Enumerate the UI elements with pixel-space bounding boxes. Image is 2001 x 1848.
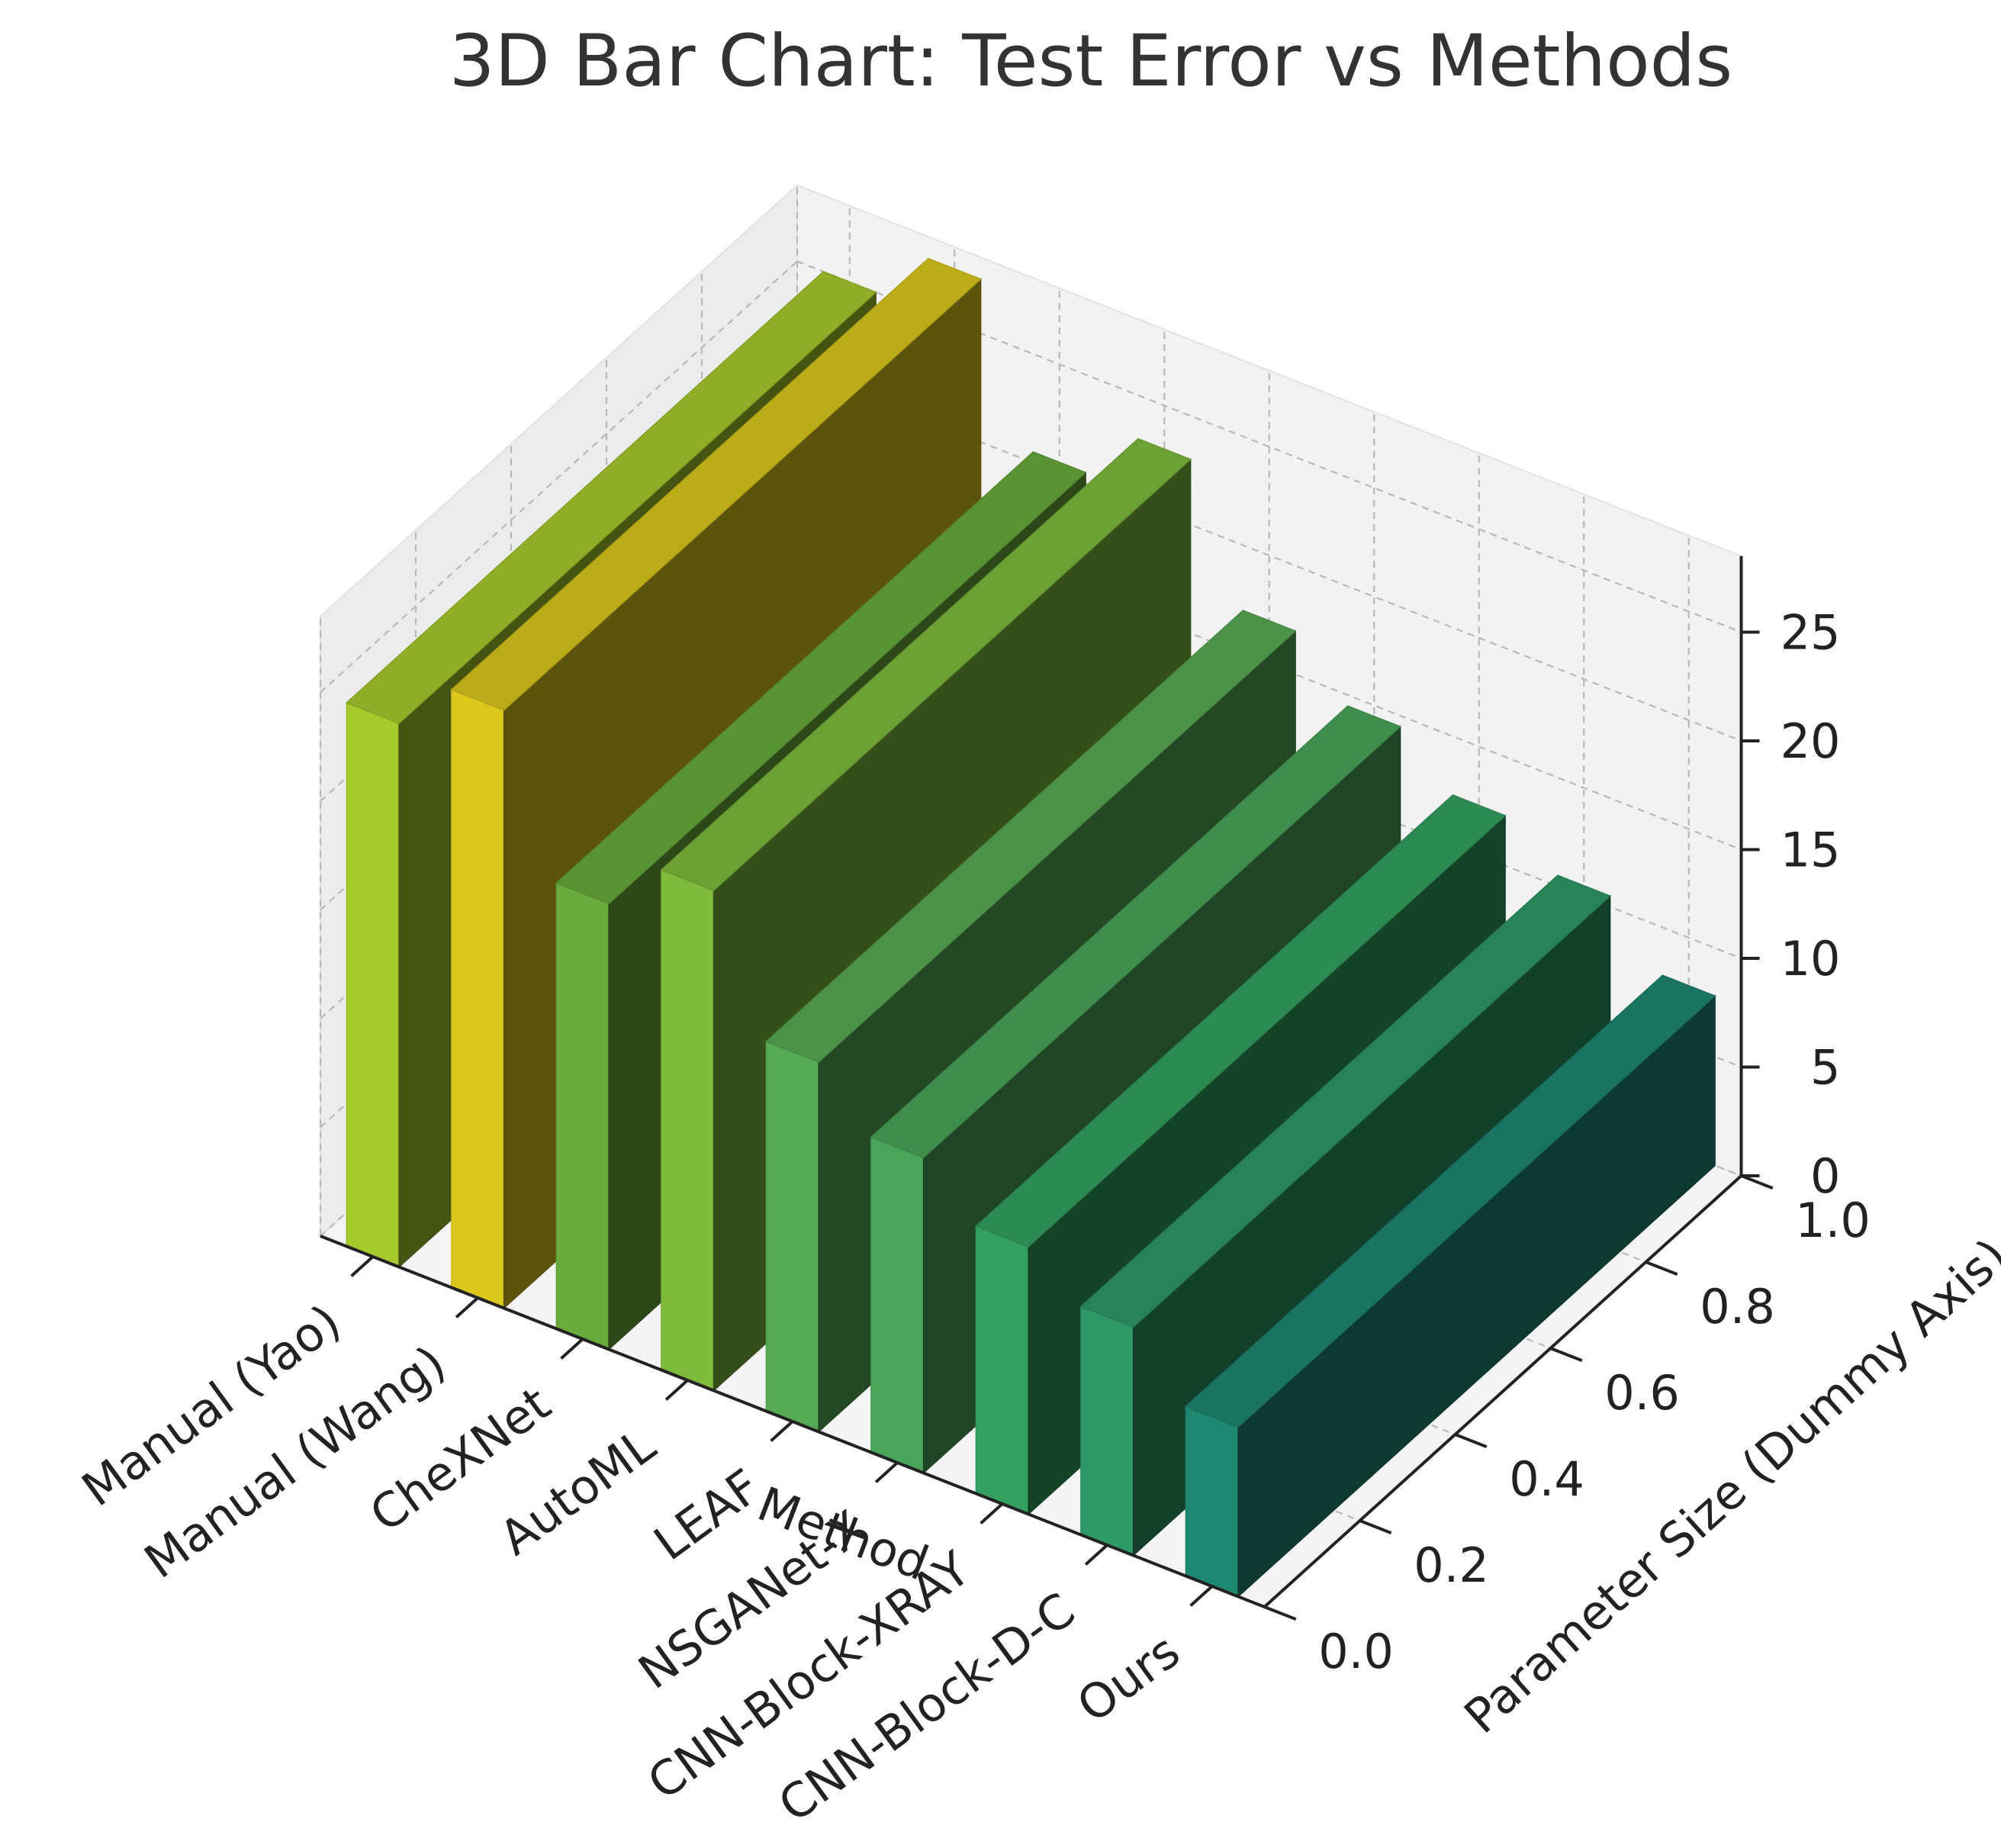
bar-top-face (555, 451, 1087, 905)
bar-front-face (1185, 1405, 1239, 1598)
bar-front-face (661, 868, 715, 1392)
y-tick-label: 0.8 (1700, 1279, 1775, 1334)
x-tick (874, 1461, 899, 1483)
bar-front-face (346, 701, 400, 1268)
bar-top-face (870, 705, 1402, 1159)
y-tick (1359, 1519, 1392, 1535)
bar-front-face (765, 1040, 819, 1433)
z-tick-label: 10 (1781, 931, 1841, 987)
x-tick-label: Ours (1067, 1623, 1190, 1734)
axes (320, 555, 1774, 1621)
bars (345, 257, 1716, 1598)
y-tick-label: 0.0 (1318, 1624, 1394, 1679)
y-tick (1645, 1260, 1678, 1277)
z-tick-label: 0 (1810, 1148, 1840, 1204)
bar-front-face (451, 688, 505, 1309)
x-tick (980, 1502, 1004, 1524)
bar-top-face (345, 271, 877, 724)
x-tick (664, 1379, 689, 1401)
x-tick (560, 1338, 584, 1360)
y-tick (1549, 1347, 1583, 1363)
bar-front-face (1080, 1306, 1134, 1557)
bar-front-face (555, 882, 610, 1351)
x-tick (1189, 1585, 1214, 1607)
x-tick (770, 1420, 794, 1442)
y-axis-line (1263, 1174, 1742, 1608)
grid-line-left-z (320, 260, 798, 694)
z-tick-label: 15 (1781, 823, 1841, 878)
z-tick-label: 5 (1810, 1040, 1840, 1096)
z-tick-label: 25 (1781, 605, 1841, 661)
y-tick (1454, 1433, 1488, 1449)
bar-front-face (870, 1136, 925, 1474)
chart-title: 3D Bar Chart: Test Error vs Methods (449, 20, 1733, 103)
bar-top-face (974, 794, 1507, 1248)
bar-top-face (764, 610, 1297, 1063)
bar-top-face (660, 438, 1192, 891)
y-tick-label: 0.6 (1604, 1365, 1680, 1421)
y-tick-label: 0.2 (1414, 1537, 1489, 1593)
z-tick-label: 20 (1781, 713, 1841, 769)
x-tick (1084, 1544, 1108, 1566)
y-tick (1740, 1174, 1774, 1190)
x-tick (455, 1296, 479, 1318)
grid-line-back-z (796, 369, 1742, 742)
bar (1184, 974, 1716, 1598)
x-tick (350, 1255, 375, 1277)
bar-front-face (975, 1225, 1029, 1515)
x-tick-label: LEAF (644, 1458, 770, 1571)
bar-top-face (450, 257, 983, 711)
y-tick (1263, 1605, 1297, 1621)
bar-top-face (1079, 874, 1612, 1328)
bar-top-face (1184, 974, 1716, 1428)
y-tick-label: 0.4 (1509, 1451, 1584, 1507)
y-tick-label: 1.0 (1795, 1193, 1871, 1248)
